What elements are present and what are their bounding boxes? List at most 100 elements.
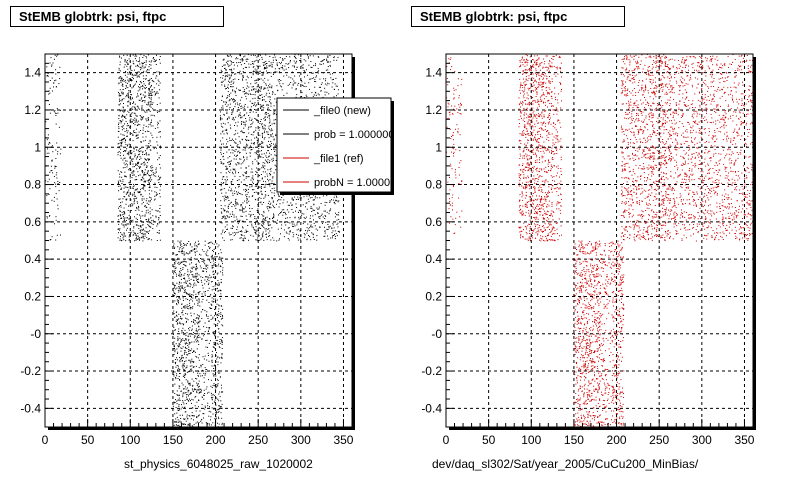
scatter-point (219, 357, 220, 359)
scatter-point (268, 235, 270, 237)
scatter-point (246, 85, 248, 87)
scatter-point (231, 211, 233, 213)
scatter-point (309, 226, 311, 228)
scatter-point (189, 415, 191, 417)
scatter-point (234, 193, 236, 195)
scatter-point (304, 236, 306, 238)
scatter-point (295, 89, 297, 91)
scatter-point (271, 93, 273, 95)
scatter-point (149, 185, 151, 187)
scatter-point (235, 95, 237, 96)
scatter-point (261, 193, 263, 195)
scatter-point (301, 65, 303, 67)
scatter-point (57, 180, 59, 182)
scatter-point (127, 101, 129, 103)
scatter-point (149, 149, 151, 151)
scatter-point (128, 169, 130, 171)
scatter-point (263, 124, 265, 126)
scatter-point (261, 123, 263, 125)
scatter-point (320, 203, 322, 204)
scatter-point (219, 266, 221, 267)
scatter-point (198, 385, 200, 387)
scatter-point (174, 421, 176, 423)
scatter-point (218, 263, 220, 265)
scatter-point (221, 131, 223, 133)
scatter-point (201, 281, 203, 283)
scatter-point (262, 167, 264, 169)
scatter-point (193, 332, 194, 334)
scatter-point (200, 254, 202, 256)
scatter-point (181, 245, 183, 247)
scatter-point (225, 165, 227, 167)
scatter-point (242, 79, 244, 81)
scatter-point (55, 219, 57, 221)
scatter-point (177, 425, 179, 427)
scatter-point (212, 286, 214, 288)
scatter-point (157, 179, 159, 181)
scatter-point (141, 141, 143, 143)
scatter-point (298, 218, 300, 220)
scatter-point (55, 183, 57, 185)
scatter-point (234, 99, 235, 101)
scatter-point (181, 323, 183, 325)
scatter-point (258, 88, 260, 90)
scatter-point (291, 197, 293, 199)
scatter-point (221, 417, 223, 419)
scatter-point (261, 56, 263, 58)
scatter-point (183, 374, 185, 376)
scatter-point (267, 89, 269, 91)
scatter-point (145, 60, 147, 62)
scatter-point (147, 145, 149, 147)
scatter-point (209, 247, 211, 249)
scatter-point (245, 206, 246, 208)
scatter-point (230, 160, 232, 162)
scatter-point (206, 386, 208, 388)
scatter-point (123, 138, 125, 140)
scatter-point (285, 217, 287, 219)
scatter-point (279, 71, 280, 73)
scatter-point (156, 110, 158, 112)
scatter-point (51, 159, 53, 161)
scatter-point (235, 122, 237, 124)
scatter-point (126, 130, 128, 132)
scatter-point (211, 256, 213, 258)
scatter-point (236, 180, 238, 181)
scatter-point (117, 228, 119, 230)
scatter-point (205, 346, 207, 348)
scatter-point (143, 174, 145, 176)
scatter-point (124, 74, 126, 76)
scatter-point (224, 103, 226, 105)
scatter-point (178, 286, 180, 288)
scatter-point (179, 360, 181, 362)
scatter-point (118, 198, 120, 200)
scatter-point (240, 131, 242, 133)
scatter-point (253, 105, 255, 106)
scatter-point (266, 67, 268, 69)
scatter-point (249, 204, 250, 206)
scatter-point (136, 55, 138, 57)
scatter-point (142, 132, 144, 134)
scatter-point (173, 333, 174, 335)
scatter-point (218, 410, 220, 412)
scatter-point (181, 357, 183, 359)
scatter-point (134, 195, 136, 197)
scatter-point (261, 110, 263, 111)
scatter-point (292, 199, 294, 200)
scatter-point (179, 323, 181, 325)
scatter-point (275, 160, 277, 161)
scatter-point (183, 251, 185, 253)
scatter-point (188, 353, 190, 355)
x-tick-label: 150 (163, 433, 183, 447)
scatter-point (305, 206, 306, 208)
scatter-point (135, 163, 137, 165)
scatter-point (118, 95, 120, 97)
scatter-point (329, 225, 331, 227)
scatter-point (216, 397, 218, 399)
scatter-point (193, 290, 195, 292)
scatter-point (316, 197, 318, 199)
scatter-point (135, 128, 137, 130)
scatter-point (312, 72, 314, 74)
scatter-point (201, 422, 203, 424)
scatter-point (141, 97, 143, 99)
scatter-point (128, 58, 130, 60)
